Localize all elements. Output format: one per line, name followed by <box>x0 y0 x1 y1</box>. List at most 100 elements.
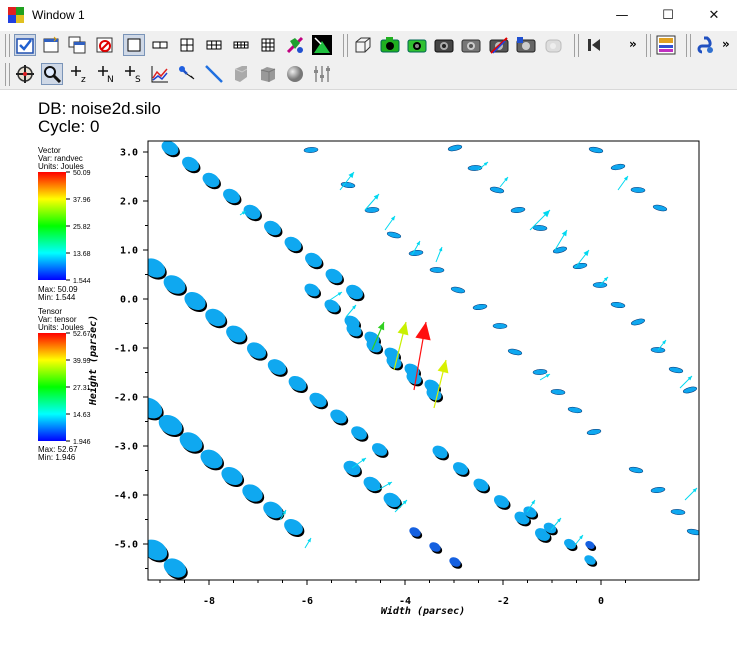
tensor-ellipse <box>363 476 381 492</box>
lighting-button[interactable] <box>284 34 306 56</box>
delete-window-icon <box>96 37 113 53</box>
tensor-ellipse <box>429 542 441 552</box>
tensor-ellipse-small <box>507 348 523 356</box>
cycle-label: Cycle: 0 <box>38 117 100 136</box>
tensor-ellipse-small <box>572 262 588 270</box>
tensor-ellipse <box>243 204 261 220</box>
tensor-ellipse <box>543 522 557 534</box>
tensor-ellipse-small <box>364 207 380 213</box>
tensor-ellipse <box>163 275 186 294</box>
point-tool-button[interactable] <box>176 63 198 85</box>
camera-icon <box>407 39 427 53</box>
vector-arrowhead <box>542 210 550 218</box>
layout-4x4-button[interactable] <box>257 34 279 56</box>
spreadsheet-pick-button[interactable]: S <box>122 63 144 85</box>
toolbar-overflow[interactable]: » <box>629 37 637 51</box>
tensor-ellipse <box>585 541 595 549</box>
tensor-ellipse <box>324 299 340 313</box>
clone-window-button[interactable] <box>66 34 88 56</box>
plane-tool-button[interactable] <box>230 63 252 85</box>
minimize-button[interactable]: — <box>615 8 629 23</box>
camera-blue-button[interactable] <box>515 34 537 56</box>
vector-arrowhead <box>348 172 354 179</box>
layout-2x3-button[interactable] <box>203 34 225 56</box>
toolbar-grip[interactable] <box>5 34 10 57</box>
vector-arrowhead <box>390 216 395 221</box>
y-tick-label: -5.0 <box>114 540 138 551</box>
tensor-ellipse-small <box>650 487 666 493</box>
tensor-ellipse-small <box>586 428 602 436</box>
tensor-legend-units: Units: Joules <box>38 323 84 332</box>
axis-tool-button[interactable] <box>311 63 333 85</box>
mode-toolbar: z N S <box>0 60 737 90</box>
layout-1x2-button[interactable] <box>149 34 171 56</box>
camera-red-button[interactable] <box>488 34 510 56</box>
layout-2x2-button[interactable] <box>176 34 198 56</box>
camera-icon <box>461 39 481 53</box>
toolbar-grip[interactable] <box>574 34 579 57</box>
maximize-button[interactable]: ☐ <box>662 8 674 23</box>
tensor-ellipse <box>523 506 537 518</box>
plot-list-icon <box>656 35 676 55</box>
vector-arrowhead <box>307 538 311 543</box>
vector-legend-max: Max: 50.09 <box>38 285 78 294</box>
camera-dark-button[interactable] <box>433 34 455 56</box>
python-button[interactable] <box>695 34 717 56</box>
close-button[interactable]: ✕ <box>708 8 720 23</box>
db-name: DB: noise2d.silo <box>38 99 161 118</box>
layout-3x3-icon <box>233 41 249 49</box>
delete-window-button[interactable] <box>94 34 116 56</box>
tensor-ellipse <box>584 555 596 565</box>
toolbar-grip[interactable] <box>686 34 691 57</box>
camera-disabled-button[interactable] <box>542 34 564 56</box>
animation-back-button[interactable] <box>583 34 605 56</box>
camera-gray-button[interactable] <box>460 34 482 56</box>
node-pick-button[interactable]: N <box>95 63 117 85</box>
new-window-button[interactable] <box>40 34 62 56</box>
clone-window-icon <box>68 36 86 54</box>
vector-arrowhead <box>603 277 608 282</box>
vector-arrowhead <box>483 162 488 166</box>
toolbar-grip[interactable] <box>343 34 348 57</box>
perspective-button[interactable] <box>311 34 333 56</box>
toolbar-overflow-2[interactable]: » <box>722 37 730 51</box>
zone-pick-button[interactable]: z <box>68 63 90 85</box>
navigate-button[interactable] <box>14 63 36 85</box>
legend-tick-label: 39.99 <box>73 358 91 365</box>
new-window-icon <box>43 36 59 53</box>
curve-button[interactable] <box>149 63 171 85</box>
tensor-ellipse <box>351 426 367 440</box>
perspective-icon <box>312 35 332 55</box>
vector-arrowhead <box>692 488 697 493</box>
y-tick-label: 3.0 <box>120 148 138 159</box>
vector-arrowhead <box>623 176 628 181</box>
layout-1x1-button[interactable] <box>123 34 145 56</box>
tensor-ellipse <box>383 492 401 508</box>
svg-text:z: z <box>81 75 86 84</box>
line-tool-button[interactable] <box>203 63 225 85</box>
tensor-ellipse <box>267 359 287 375</box>
tensor-ellipse <box>449 557 461 567</box>
camera-icon <box>380 37 400 53</box>
tensor-ellipse-small <box>429 267 445 273</box>
tensor-colorbar <box>38 333 66 441</box>
sphere-tool-button[interactable] <box>284 63 306 85</box>
active-window-button[interactable] <box>14 34 36 56</box>
plot-list-button[interactable] <box>655 34 677 56</box>
layout-1x1-icon <box>127 38 141 52</box>
camera-green-1-button[interactable] <box>379 34 401 56</box>
tensor-ellipse <box>432 445 448 459</box>
toolbar-grip[interactable] <box>646 34 651 57</box>
layout-2x3-icon <box>206 40 222 50</box>
layout-3x3-button[interactable] <box>230 34 252 56</box>
camera-green-2-button[interactable] <box>406 34 428 56</box>
box-tool-button[interactable] <box>257 63 279 85</box>
vector-arrowhead <box>531 500 535 505</box>
box-button[interactable] <box>352 34 374 56</box>
toolbar-grip[interactable] <box>5 63 10 86</box>
zoom-button[interactable] <box>41 63 63 85</box>
visualization-window[interactable] <box>0 90 737 669</box>
vector-arrowhead <box>397 322 409 336</box>
tensor-ellipse-small <box>670 509 686 515</box>
tensor-ellipse <box>309 392 327 408</box>
